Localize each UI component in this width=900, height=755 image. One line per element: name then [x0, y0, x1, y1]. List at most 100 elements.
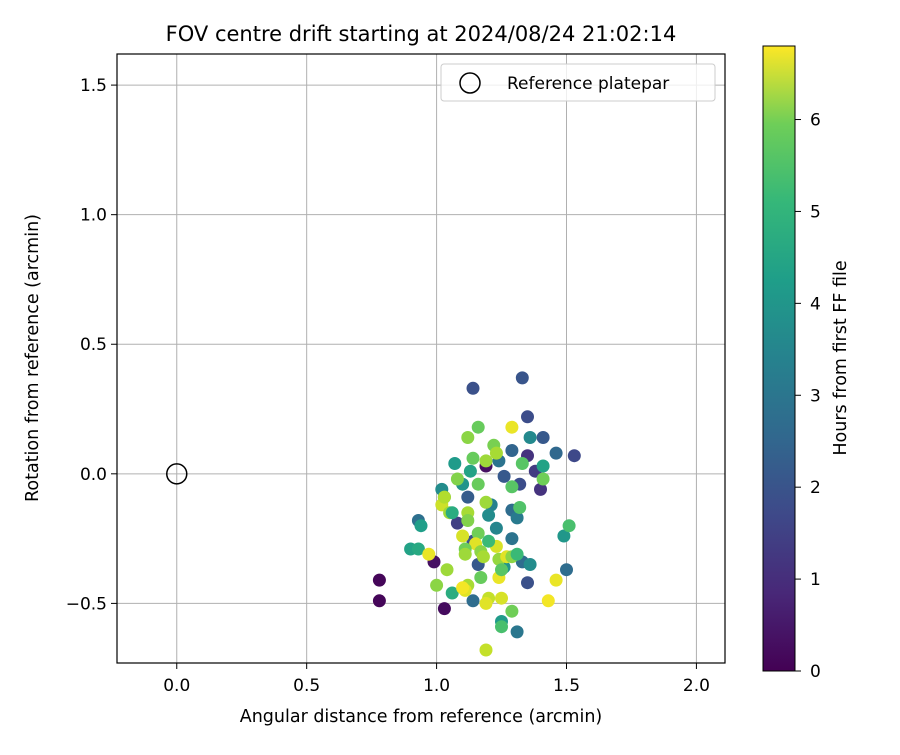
data-point	[422, 547, 436, 561]
data-point	[482, 508, 496, 522]
data-point	[479, 454, 493, 468]
colorbar-tick-label: 1	[810, 570, 821, 590]
data-point	[505, 444, 519, 457]
data-point	[482, 534, 496, 548]
data-point	[541, 594, 555, 608]
data-point	[495, 591, 508, 605]
x-tick-label: 1.0	[423, 676, 450, 696]
data-point	[495, 563, 508, 577]
data-point	[450, 516, 464, 530]
data-point	[510, 547, 524, 561]
data-point	[495, 620, 508, 634]
data-point	[505, 420, 519, 434]
data-point	[536, 459, 550, 473]
data-point	[440, 563, 454, 577]
data-point	[466, 381, 480, 395]
data-point	[479, 643, 493, 657]
data-point	[466, 451, 480, 465]
y-tick-label: 1.5	[80, 76, 107, 96]
legend: Reference platepar	[440, 63, 716, 102]
colorbar-tick-label: 4	[810, 294, 821, 314]
colorbar: 0 1 2 3 4 5 6 Hours from first FF file	[762, 45, 851, 682]
data-point	[463, 464, 477, 478]
data-point	[515, 371, 529, 385]
reference-platepar-marker	[166, 463, 188, 485]
data-point	[450, 472, 464, 486]
data-point	[445, 506, 459, 520]
data-point	[466, 594, 480, 608]
reference-marker	[166, 463, 188, 485]
y-axis-ticks: −0.5 0.0 0.5 1.0 1.5	[66, 76, 117, 614]
chart-title: FOV centre drift starting at 2024/08/24 …	[166, 22, 677, 46]
data-point	[372, 594, 386, 608]
x-axis-label: Angular distance from reference (arcmin)	[240, 707, 603, 727]
data-point	[536, 472, 550, 486]
colorbar-tick-label: 3	[810, 386, 821, 406]
data-point	[549, 573, 563, 587]
data-point	[437, 602, 451, 616]
data-point	[461, 490, 475, 504]
data-point	[567, 449, 581, 463]
data-point	[534, 482, 547, 496]
data-point	[372, 573, 386, 587]
data-point	[479, 495, 493, 509]
data-point	[505, 480, 519, 494]
colorbar-tick-label: 6	[810, 111, 821, 131]
data-point	[521, 576, 534, 590]
data-point	[523, 558, 537, 571]
data-point	[471, 526, 485, 540]
data-point	[489, 446, 503, 460]
data-point	[461, 431, 475, 444]
data-point	[471, 477, 485, 491]
data-point	[411, 542, 425, 556]
plot-frame	[116, 53, 726, 664]
legend-reference-marker	[459, 72, 481, 94]
grid-lines	[117, 54, 725, 663]
data-point	[562, 519, 576, 533]
legend-box	[440, 63, 716, 102]
data-points	[372, 371, 581, 657]
data-point	[471, 420, 485, 434]
colorbar-tick-label: 0	[810, 662, 821, 682]
data-point	[437, 490, 451, 504]
y-tick-label: 0.5	[80, 335, 107, 355]
data-point	[523, 431, 537, 444]
data-point	[521, 410, 534, 424]
data-point	[505, 532, 519, 546]
x-tick-label: 0.5	[293, 676, 320, 696]
data-point	[430, 578, 444, 592]
data-point	[515, 457, 529, 470]
data-point	[479, 596, 493, 610]
x-tick-label: 0.0	[163, 676, 190, 696]
colorbar-gradient	[762, 45, 796, 672]
data-point	[448, 457, 462, 470]
data-point	[476, 550, 490, 564]
data-point	[536, 431, 550, 444]
x-tick-label: 2.0	[683, 676, 710, 696]
data-point	[505, 604, 519, 618]
x-tick-label: 1.5	[553, 676, 580, 696]
y-tick-label: 0.0	[80, 465, 107, 485]
y-tick-label: −0.5	[66, 594, 107, 614]
x-axis-ticks: 0.0 0.5 1.0 1.5 2.0	[163, 663, 710, 696]
data-point	[458, 547, 472, 561]
data-point	[549, 446, 563, 460]
data-point	[510, 511, 524, 525]
data-point	[474, 571, 488, 584]
data-point	[461, 514, 475, 527]
data-point	[560, 563, 573, 577]
colorbar-ticks: 0 1 2 3 4 5 6	[795, 111, 821, 682]
data-point	[513, 501, 527, 514]
data-point	[510, 625, 524, 639]
data-point	[489, 521, 503, 535]
y-tick-label: 1.0	[80, 206, 107, 226]
y-axis-label: Rotation from reference (arcmin)	[23, 214, 43, 502]
data-point	[414, 519, 428, 533]
colorbar-label: Hours from first FF file	[831, 260, 851, 455]
colorbar-tick-label: 5	[810, 202, 821, 222]
data-point	[557, 529, 571, 543]
data-point	[456, 529, 470, 543]
data-point	[456, 581, 470, 595]
